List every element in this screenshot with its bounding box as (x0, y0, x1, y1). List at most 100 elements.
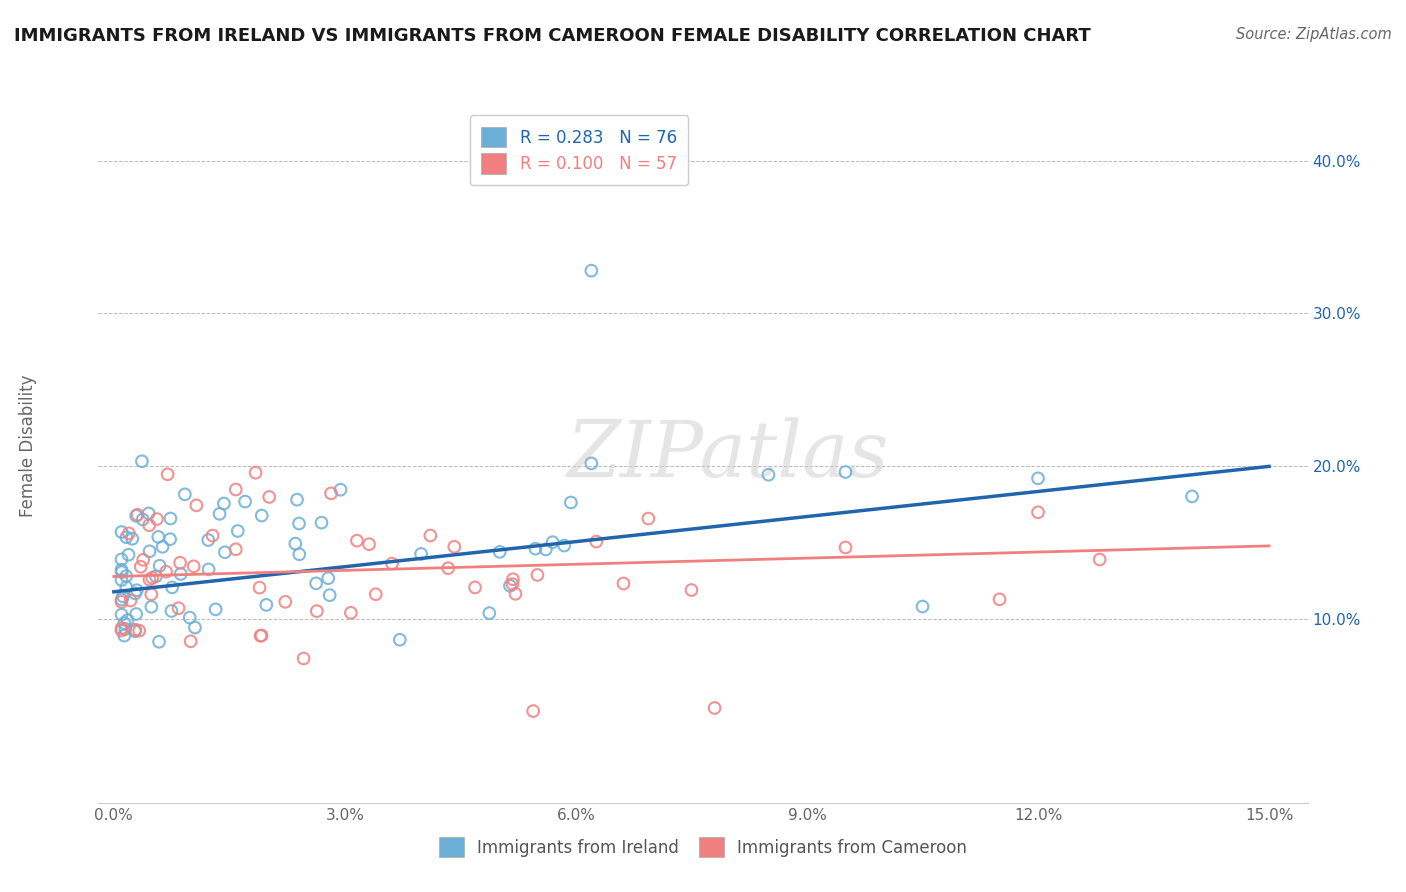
Point (167, 601, 190, 615)
Point (357, 537, 380, 551)
Point (233, 494, 256, 508)
Point (131, 454, 153, 468)
Point (204, 602, 226, 616)
Point (250, 628, 273, 642)
Point (443, 540, 465, 554)
Point (988, 592, 1011, 607)
Point (419, 528, 441, 542)
Point (581, 263, 603, 277)
Point (180, 634, 202, 648)
Point (225, 542, 247, 557)
Point (152, 540, 174, 554)
Point (145, 569, 167, 583)
Point (186, 499, 208, 513)
Point (125, 508, 148, 523)
Point (288, 547, 311, 561)
Point (110, 573, 132, 587)
Point (478, 606, 501, 620)
Point (437, 561, 460, 575)
Point (703, 701, 725, 715)
Point (1026, 471, 1049, 485)
Point (146, 512, 169, 526)
Text: ZIPatlas: ZIPatlas (567, 417, 889, 493)
Point (132, 512, 155, 526)
Point (388, 632, 411, 647)
Point (208, 507, 231, 521)
Point (526, 568, 548, 582)
Point (138, 507, 160, 521)
Point (117, 613, 139, 627)
Point (340, 606, 363, 620)
Point (117, 548, 139, 562)
Point (112, 616, 135, 631)
Point (173, 487, 195, 501)
Point (156, 467, 179, 482)
Point (112, 629, 135, 643)
Point (124, 624, 146, 639)
Point (585, 534, 607, 549)
Point (292, 651, 315, 665)
Point (197, 562, 219, 576)
Point (110, 563, 132, 577)
Point (201, 528, 224, 542)
Point (522, 704, 544, 718)
Point (249, 581, 271, 595)
Point (225, 483, 247, 497)
Point (911, 599, 934, 614)
Point (214, 545, 236, 559)
Point (318, 588, 340, 602)
Point (138, 544, 160, 558)
Text: IMMIGRANTS FROM IRELAND VS IMMIGRANTS FROM CAMEROON FEMALE DISABILITY CORRELATIO: IMMIGRANTS FROM IRELAND VS IMMIGRANTS FR… (14, 27, 1091, 45)
Point (183, 559, 205, 574)
Point (534, 542, 557, 557)
Point (128, 624, 150, 638)
Point (681, 582, 703, 597)
Point (285, 492, 308, 507)
Point (834, 465, 856, 479)
Point (553, 539, 575, 553)
Point (249, 629, 271, 643)
Point (124, 623, 146, 637)
Point (179, 610, 201, 624)
Point (125, 607, 148, 621)
Point (132, 553, 155, 567)
Point (125, 583, 148, 598)
Point (111, 565, 134, 579)
Point (141, 599, 163, 614)
Point (155, 565, 177, 579)
Point (110, 592, 132, 607)
Point (464, 581, 486, 595)
Point (118, 526, 141, 541)
Point (501, 577, 523, 591)
Point (112, 590, 135, 604)
Point (254, 598, 277, 612)
Point (245, 466, 267, 480)
Point (184, 620, 207, 634)
Point (834, 541, 856, 555)
Point (160, 604, 183, 618)
Point (115, 569, 138, 583)
Point (1088, 552, 1111, 566)
Point (159, 532, 181, 546)
Point (288, 516, 311, 531)
Point (505, 587, 527, 601)
Point (114, 622, 136, 636)
Point (257, 490, 280, 504)
Point (226, 524, 249, 538)
Point (169, 556, 191, 570)
Point (581, 457, 603, 471)
Point (121, 532, 143, 546)
Point (141, 587, 163, 601)
Legend: Immigrants from Ireland, Immigrants from Cameroon: Immigrants from Ireland, Immigrants from… (432, 830, 974, 864)
Point (541, 535, 564, 549)
Point (141, 571, 163, 585)
Point (149, 558, 172, 573)
Point (212, 496, 235, 510)
Point (274, 595, 297, 609)
Point (284, 536, 307, 550)
Point (329, 483, 352, 497)
Point (305, 604, 328, 618)
Point (524, 541, 547, 556)
Point (488, 545, 510, 559)
Point (346, 533, 368, 548)
